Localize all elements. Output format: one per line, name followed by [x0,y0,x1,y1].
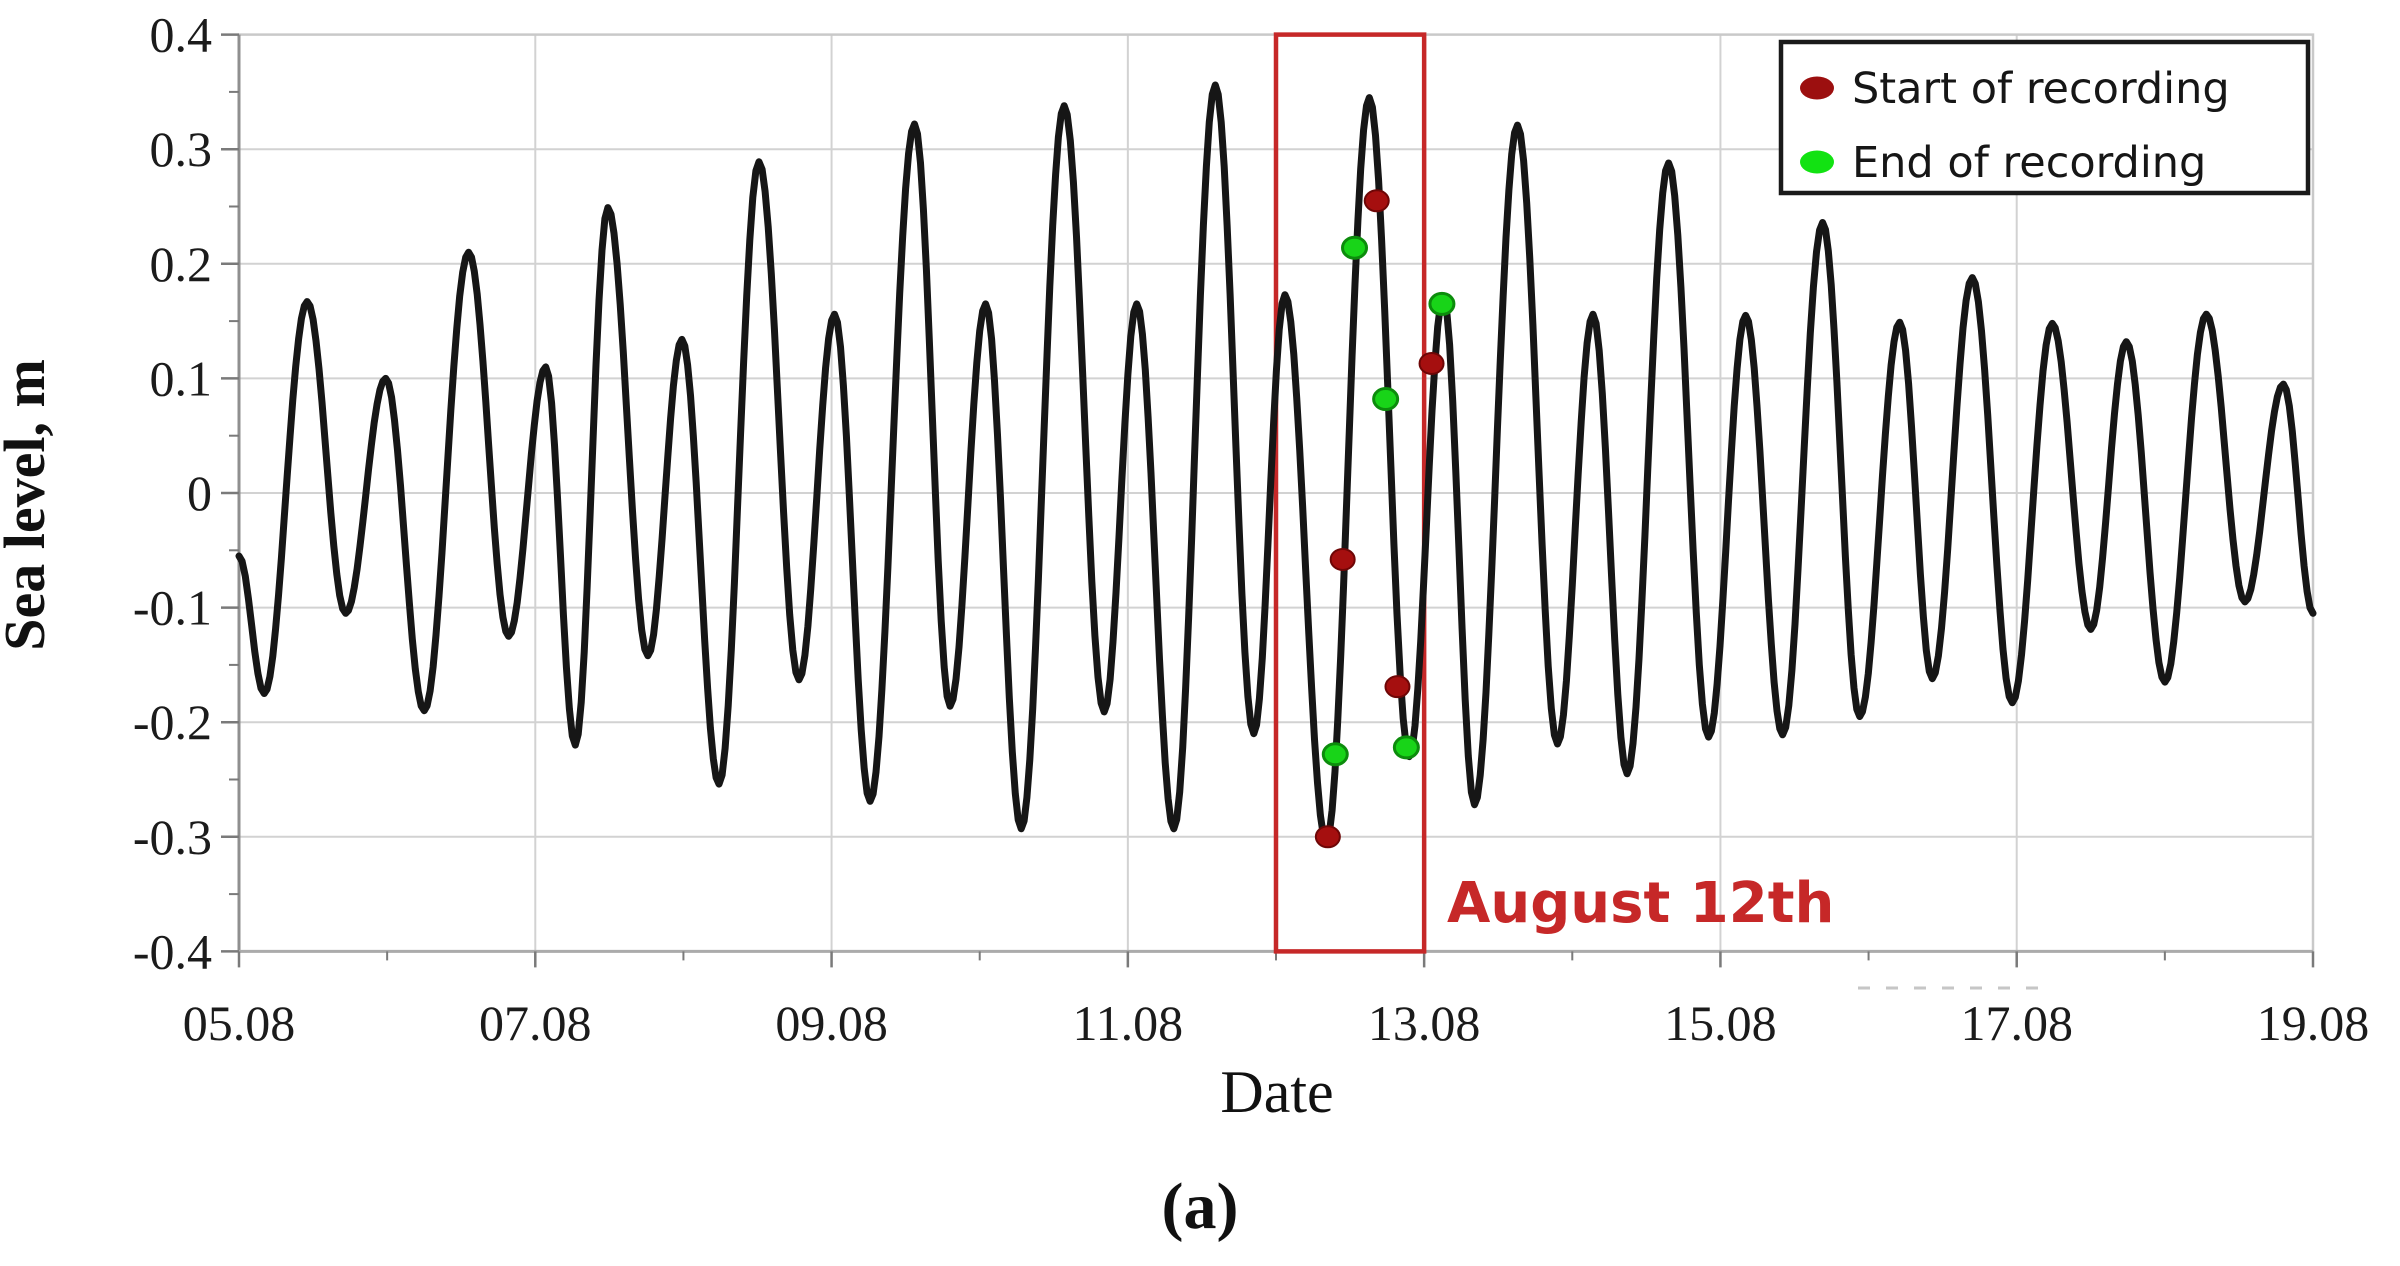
end-marker [1392,735,1420,760]
highlight-label: August 12th [1447,871,1834,936]
start-marker [1329,547,1356,571]
x-axis-title: Date [1220,1059,1333,1125]
end-marker [1428,291,1456,316]
y-tick-label: -0.2 [133,694,212,750]
y-tick-label: 0 [187,465,212,521]
highlight-box-layer [1273,32,1427,954]
start-marker [1384,675,1411,699]
recording-markers-layer [1314,189,1456,849]
end-marker [1372,387,1400,412]
end-marker [1321,742,1349,767]
y-tick-label: -0.3 [133,809,212,865]
x-tick-label: 05.08 [183,995,296,1051]
start-marker [1314,825,1341,849]
y-tick-label: 0.2 [150,236,213,292]
figure-caption: (a) [1162,1170,1239,1243]
end-marker-icon [1800,150,1834,174]
y-axis-title: Sea level, m [0,359,57,651]
legend-label-start: Start of recording [1852,64,2230,114]
x-tick-label: 17.08 [1960,995,2073,1051]
highlight-box-august-12 [1273,32,1427,954]
legend: Start of recording End of recording [1778,39,2311,196]
x-tick-label: 07.08 [479,995,592,1051]
start-marker [1418,352,1445,376]
sea-level-curve-layer [235,81,2317,846]
axis-tick-labels: 0.4 0.3 0.2 0.1 0 -0.1 -0.2 -0.3 -0.4 05.08 07.08 0… [133,7,2369,1051]
end-marker [1341,235,1369,260]
legend-box [1778,39,2311,196]
x-tick-label: 09.08 [775,995,888,1051]
y-tick-label: 0.4 [150,7,213,63]
y-tick-label: -0.1 [133,580,212,636]
axis-ticks [221,33,2315,968]
start-marker-icon [1800,76,1834,100]
x-tick-label: 11.08 [1073,995,1184,1051]
start-marker [1363,189,1390,213]
x-tick-label: 13.08 [1368,995,1481,1051]
sea-level-curve [235,81,2317,846]
x-tick-label: 19.08 [2257,995,2370,1051]
y-tick-label: -0.4 [133,923,212,979]
x-tick-label: 15.08 [1664,995,1777,1051]
y-tick-label: 0.3 [150,121,213,177]
legend-label-end: End of recording [1852,138,2206,188]
y-tick-label: 0.1 [150,350,213,406]
